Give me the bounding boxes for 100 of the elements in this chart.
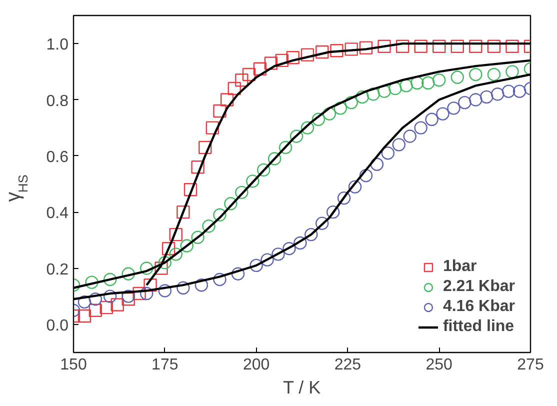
point <box>388 82 402 96</box>
point <box>176 205 190 219</box>
point <box>213 208 226 222</box>
point <box>469 68 482 82</box>
point <box>275 54 288 68</box>
y-tick-label: 0.0 <box>46 317 69 334</box>
point <box>253 62 267 76</box>
point <box>480 90 494 104</box>
point <box>403 130 416 143</box>
point <box>312 112 326 126</box>
point <box>103 290 117 303</box>
point <box>88 292 102 306</box>
point <box>268 152 282 166</box>
point <box>235 73 248 87</box>
point <box>169 228 182 242</box>
point <box>300 48 314 62</box>
x-tick-label: 275 <box>517 356 544 374</box>
point <box>85 276 98 289</box>
point <box>132 286 146 300</box>
point <box>414 121 428 134</box>
y-tick-label: 0.4 <box>46 205 69 222</box>
point <box>158 284 172 298</box>
point <box>282 242 296 256</box>
x-tick-label: 250 <box>426 356 453 374</box>
point <box>294 236 307 250</box>
point <box>260 253 274 266</box>
x-tick-label: 175 <box>152 356 178 374</box>
point <box>316 216 329 230</box>
point <box>202 220 216 233</box>
legend-label: fitted line <box>442 318 514 336</box>
point <box>206 121 220 134</box>
point <box>278 140 292 154</box>
point <box>194 278 208 292</box>
point <box>450 70 464 84</box>
point <box>344 42 358 56</box>
point <box>425 112 438 126</box>
point <box>344 96 358 110</box>
point <box>100 300 114 314</box>
point <box>370 158 384 171</box>
point <box>356 90 369 104</box>
point <box>228 82 241 96</box>
point <box>400 79 413 92</box>
point <box>487 40 501 53</box>
point <box>359 168 373 182</box>
point <box>122 290 135 303</box>
point <box>231 267 245 280</box>
point <box>490 88 504 101</box>
point <box>366 88 380 101</box>
point <box>290 130 304 143</box>
point <box>458 96 472 110</box>
point <box>422 76 435 90</box>
point <box>512 84 526 98</box>
point <box>122 292 135 306</box>
point <box>447 102 460 115</box>
y-axis-title: γHS <box>2 174 30 202</box>
point <box>392 138 406 152</box>
point <box>300 121 314 134</box>
point <box>432 74 446 87</box>
point <box>359 41 373 54</box>
point <box>432 40 446 53</box>
point <box>502 84 516 98</box>
point <box>506 40 519 53</box>
point <box>140 286 154 300</box>
point <box>378 40 391 53</box>
point <box>78 309 92 323</box>
point <box>348 180 362 194</box>
point <box>191 160 204 174</box>
point <box>224 197 238 210</box>
x-tick-label: 225 <box>334 356 362 374</box>
point <box>176 281 190 294</box>
point <box>304 228 318 242</box>
point <box>487 68 501 82</box>
point <box>322 107 336 120</box>
y-tick-label: 1.0 <box>46 36 69 54</box>
point <box>246 174 260 188</box>
point <box>122 267 135 280</box>
point <box>180 239 194 252</box>
point <box>436 107 450 120</box>
point <box>337 191 351 205</box>
point <box>88 304 102 317</box>
point <box>220 93 234 106</box>
point <box>169 248 182 261</box>
x-tick-label: 150 <box>60 356 87 374</box>
point <box>396 40 410 53</box>
point <box>469 40 482 53</box>
point <box>250 258 263 272</box>
point <box>213 272 226 286</box>
point <box>162 242 176 256</box>
x-axis-title: T / K <box>283 378 321 398</box>
x-tick-label: 200 <box>242 356 270 374</box>
point <box>334 102 347 115</box>
legend-label: 4.16 Kbar <box>442 298 515 316</box>
point <box>506 65 519 78</box>
legend-label: 1bar <box>442 258 477 276</box>
point <box>410 76 424 90</box>
point <box>257 163 270 177</box>
point <box>158 256 172 270</box>
point <box>272 248 285 261</box>
point <box>198 140 212 154</box>
point <box>140 262 154 275</box>
